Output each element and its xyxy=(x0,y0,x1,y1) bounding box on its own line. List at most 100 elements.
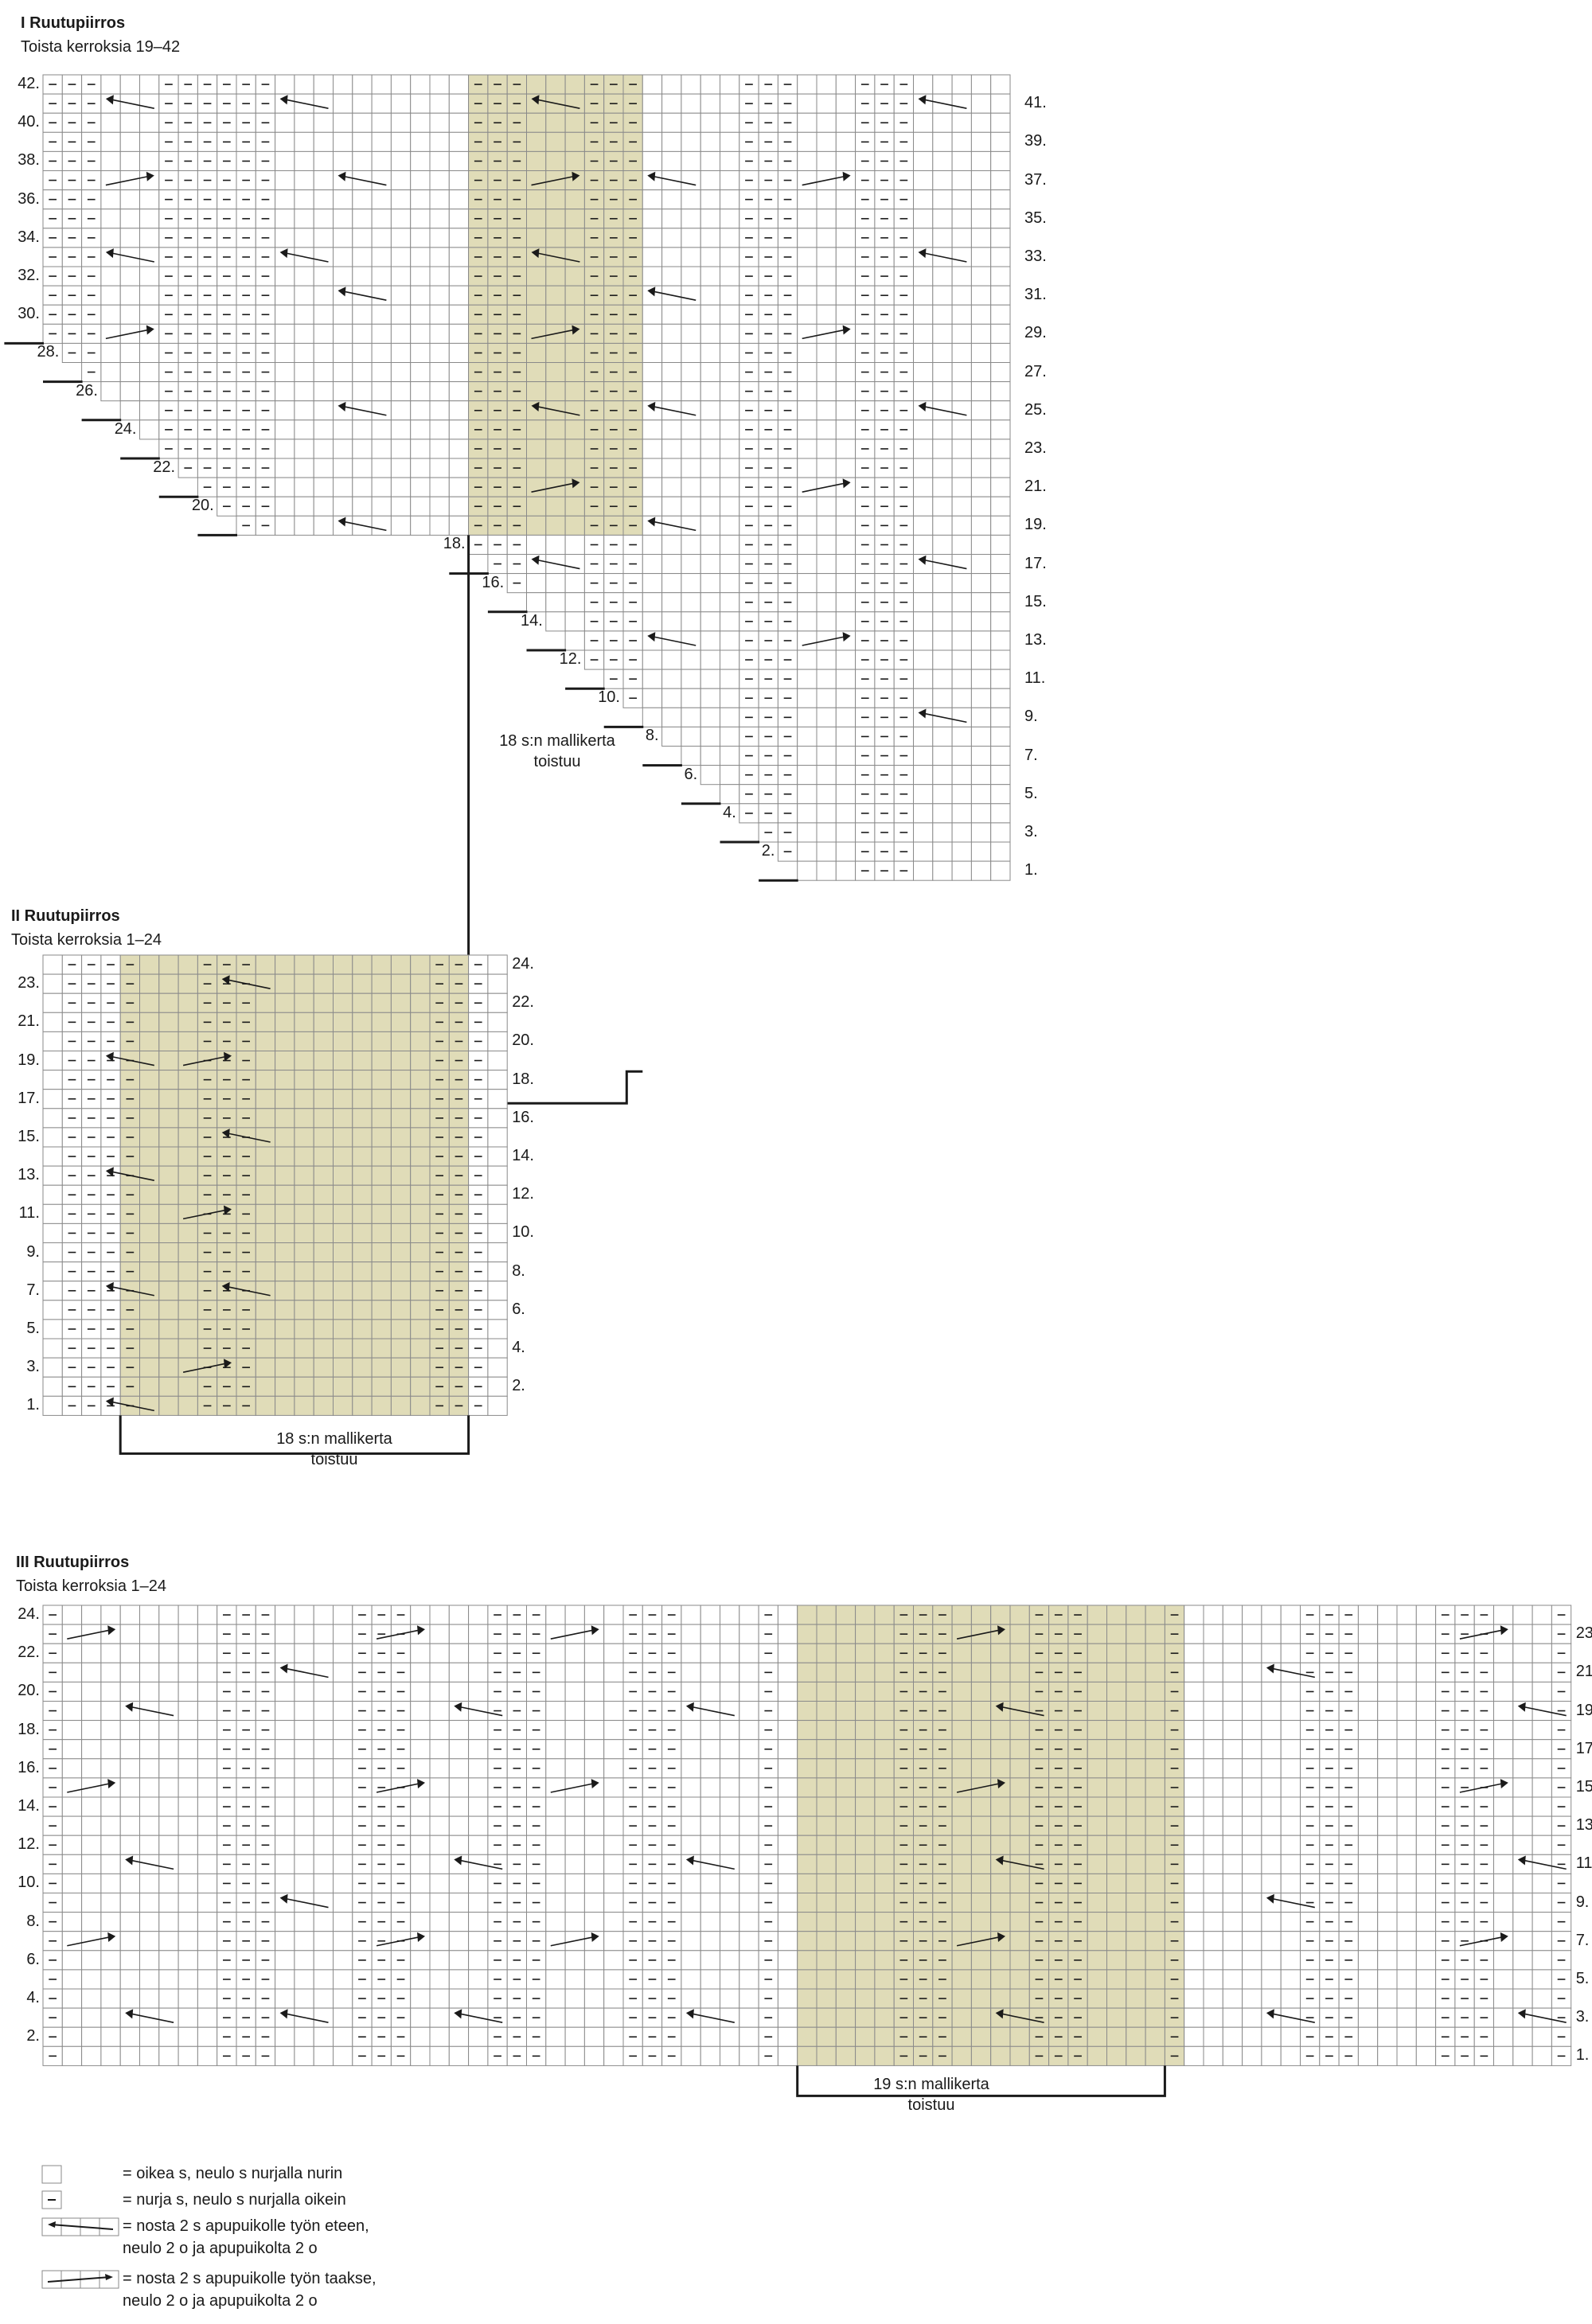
cable-arrow xyxy=(67,1625,116,1640)
cable-arrow xyxy=(918,401,967,416)
cable-arrow xyxy=(956,1932,1005,1947)
chart2-row-label-left: 19. xyxy=(18,1051,40,1069)
chart2-row-label-right: 12. xyxy=(512,1185,534,1203)
cable-arrow xyxy=(550,1779,599,1793)
chart3-row-label-right: 21. xyxy=(1575,1663,1592,1681)
chart2-row-label-right: 6. xyxy=(512,1300,525,1318)
cable-arrow xyxy=(279,1663,329,1679)
chart3-row-label-left: 18. xyxy=(18,1720,40,1738)
chart1-row-label-left: 42. xyxy=(18,75,40,93)
cable-arrow xyxy=(685,2009,735,2023)
cable-arrow xyxy=(182,1051,232,1066)
cable-arrow xyxy=(647,287,696,301)
cable-arrow xyxy=(918,248,967,263)
chart1-row-label-stair: 8. xyxy=(645,727,659,745)
chart1-subtitle: Toista kerroksia 19–42 xyxy=(21,38,181,56)
chart1-row-label-stair: 12. xyxy=(559,650,582,669)
chart1-row-label-stair: 24. xyxy=(114,419,137,438)
cable-arrow xyxy=(1266,2009,1315,2023)
cable-arrow xyxy=(531,171,580,186)
chart3-row-label-right: 7. xyxy=(1575,1931,1590,1949)
cable-arrow xyxy=(995,1855,1044,1870)
chart1-row-label-stair: 4. xyxy=(723,803,736,821)
cable-arrow xyxy=(338,401,387,416)
chart1-row-label-left: 38. xyxy=(18,151,40,170)
chart2-row-label-left: 5. xyxy=(26,1319,40,1337)
cable-arrow xyxy=(531,325,580,340)
chart3-row-label-right: 5. xyxy=(1575,1969,1590,1987)
chart1-row-label-right: 35. xyxy=(1024,209,1047,227)
cable-arrow xyxy=(279,2009,329,2023)
cable-arrow xyxy=(105,325,154,340)
cable-arrow xyxy=(105,1397,154,1412)
cable-arrow xyxy=(550,1625,599,1640)
cable-arrow xyxy=(338,287,387,301)
chart3-row-label-right: 17. xyxy=(1575,1739,1592,1757)
cable-arrow xyxy=(802,632,851,646)
chart3-row-label-left: 24. xyxy=(18,1605,40,1624)
chart3-subtitle: Toista kerroksia 1–24 xyxy=(16,1577,166,1595)
cable-arrow xyxy=(125,2009,174,2023)
cable-arrow xyxy=(125,1855,174,1870)
chart1-row-label-right: 7. xyxy=(1024,746,1038,764)
chart1-row-label-right: 25. xyxy=(1024,400,1047,419)
chart2-row-label-left: 23. xyxy=(18,974,40,992)
chart3-row-label-right: 1. xyxy=(1575,2046,1590,2065)
cable-arrow xyxy=(1266,1893,1315,1909)
chart3-repeat-bracket xyxy=(796,2065,1166,2097)
cable-arrow xyxy=(685,1702,735,1717)
cable-arrow xyxy=(918,555,967,570)
cable-arrow xyxy=(279,95,329,109)
chart1-repeat-label: 18 s:n mallikerta toistuu xyxy=(499,732,615,770)
cable-arrow xyxy=(338,171,387,186)
chart2-row-label-left: 15. xyxy=(18,1127,40,1145)
chart1-row-label-stair: 18. xyxy=(443,535,466,553)
cable-arrow xyxy=(918,95,967,109)
chart2-row-label-right: 4. xyxy=(512,1339,525,1357)
chart2-row-label-left: 21. xyxy=(18,1012,40,1031)
chart3-row-label-left: 20. xyxy=(18,1682,40,1700)
cable-arrow xyxy=(125,1702,174,1717)
chart1-row-label-left: 36. xyxy=(18,189,40,208)
cable-arrow xyxy=(279,1893,329,1909)
chart1-row-label-right: 27. xyxy=(1024,362,1047,380)
chart1-row-label-right: 11. xyxy=(1024,669,1046,688)
chart1-row-label-right: 33. xyxy=(1024,247,1047,265)
chart1-row-label-right: 9. xyxy=(1024,708,1038,726)
chart2-row-label-right: 22. xyxy=(512,993,534,1012)
chart2-title: II Ruutupiirros xyxy=(11,907,120,925)
chart2-row-label-right: 2. xyxy=(512,1377,525,1395)
chart3-row-label-left: 2. xyxy=(26,2027,40,2045)
chart1-row-label-right: 17. xyxy=(1024,554,1047,572)
chart2-subtitle: Toista kerroksia 1–24 xyxy=(11,931,162,949)
chart2-row-label-left: 13. xyxy=(18,1166,40,1184)
chart1-row-label-right: 23. xyxy=(1024,439,1047,457)
chart1-row-label-right: 39. xyxy=(1024,132,1047,150)
cable-arrow xyxy=(1459,1625,1508,1640)
chart1-row-label-stair: 10. xyxy=(598,688,620,707)
cable-arrow xyxy=(1517,2009,1567,2023)
purl-symbol-icon xyxy=(41,2190,62,2209)
legend-knit: = oikea s, neulo s nurjalla nurin xyxy=(123,2165,343,2182)
cable-arrow xyxy=(550,1932,599,1947)
chart3-row-label-right: 23. xyxy=(1575,1624,1592,1643)
chart1-row-label-stair: 26. xyxy=(76,381,98,400)
chart1-row-label-right: 1. xyxy=(1024,861,1038,879)
chart1-row-label-stair: 14. xyxy=(521,611,543,630)
cable-arrow xyxy=(105,1051,154,1066)
chart3-row-label-right: 19. xyxy=(1575,1701,1592,1719)
cable-arrow xyxy=(67,1932,116,1947)
cable-arrow xyxy=(105,1281,154,1297)
cable-arrow xyxy=(67,1779,116,1793)
chart2-row-label-left: 9. xyxy=(26,1242,40,1261)
chart2-grid xyxy=(42,954,508,1416)
cable-arrow xyxy=(647,171,696,186)
cable-arrow xyxy=(454,1702,503,1717)
chart2-repeat-label: 18 s:n mallikerta toistuu xyxy=(276,1430,392,1468)
chart1-row-label-right: 19. xyxy=(1024,516,1047,534)
cable-arrow xyxy=(182,1359,232,1373)
chart2-row-label-left: 1. xyxy=(26,1396,40,1414)
cable-front-symbol-icon xyxy=(41,2217,119,2236)
chart2-row-label-left: 17. xyxy=(18,1089,40,1107)
